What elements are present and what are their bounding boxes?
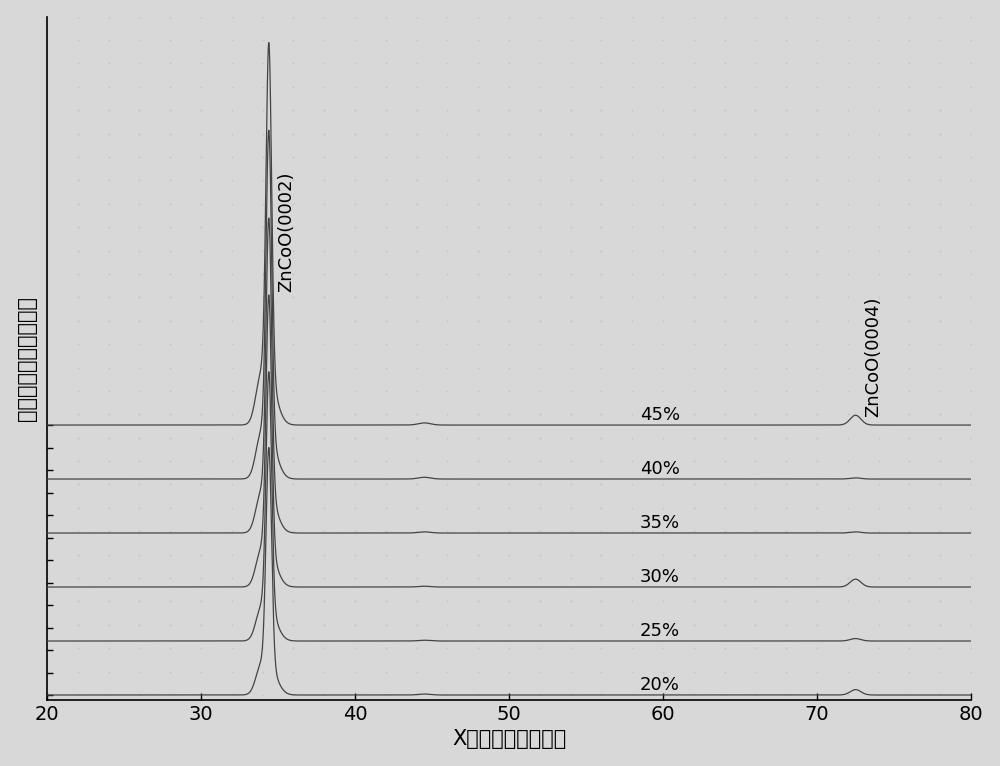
Text: 30%: 30% <box>640 568 680 585</box>
Y-axis label: 衍射强度（任意单位）: 衍射强度（任意单位） <box>17 296 37 421</box>
Text: 35%: 35% <box>640 513 680 532</box>
Text: 40%: 40% <box>640 460 680 477</box>
Text: ZnCoO(0002): ZnCoO(0002) <box>277 172 295 293</box>
Text: ZnCoO(0004): ZnCoO(0004) <box>864 296 882 417</box>
X-axis label: X射线衍射角（度）: X射线衍射角（度） <box>452 729 566 749</box>
Text: 25%: 25% <box>640 621 680 640</box>
Text: 45%: 45% <box>640 405 680 424</box>
Text: 20%: 20% <box>640 676 680 693</box>
